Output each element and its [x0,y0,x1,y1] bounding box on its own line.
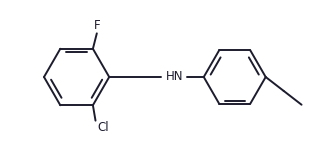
Text: HN: HN [166,71,183,83]
Text: F: F [94,19,100,32]
Text: Cl: Cl [97,121,109,134]
